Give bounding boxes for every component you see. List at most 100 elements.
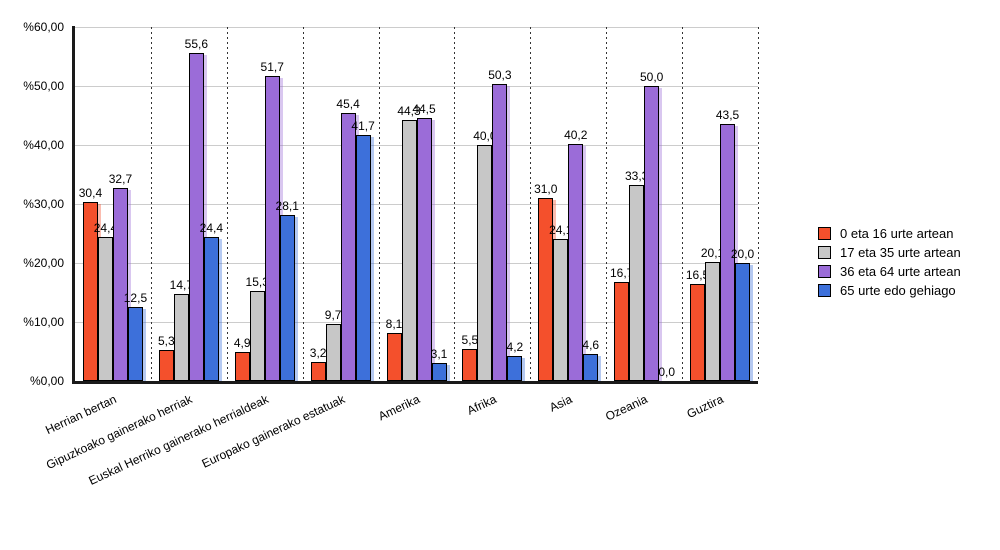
bar-value-label: 51,7 [260,60,284,74]
bar-value-label: 4,2 [506,340,524,354]
gridline [72,27,758,28]
x-category-label: Guztira [684,392,726,422]
legend-item: 0 eta 16 urte artean [818,226,961,241]
bar [492,84,508,381]
bar [568,144,584,381]
legend-item: 36 eta 64 urte artean [818,264,961,279]
bar [720,124,736,381]
bar-value-label: 40,0 [473,129,497,143]
bar-value-label: 55,6 [184,37,209,51]
category-separator [379,27,380,381]
x-category-label: Europako gainerako estatuak [199,392,347,471]
bar-value-label: 14,7 [169,278,194,292]
x-category-label: Asia [547,392,575,415]
bar-value-label: 33,3 [624,169,649,183]
y-tick-label: %60,00 [23,20,64,34]
bar [249,291,265,381]
bar [507,356,523,381]
bar-value-label: 16,5 [685,268,710,282]
bar-value-label: 20,1 [700,246,725,260]
legend: 0 eta 16 urte artean 17 eta 35 urte artea… [818,226,961,302]
bar-value-label: 3,1 [430,347,448,361]
category-separator [758,27,759,381]
category-separator [303,27,304,381]
bar [97,237,113,381]
bar [553,239,569,381]
legend-label: 17 eta 35 urte artean [840,245,961,260]
legend-swatch-icon [818,265,831,278]
gridline [72,86,758,87]
category-separator [151,27,152,381]
bar-value-label: 50,3 [488,68,512,82]
bar [355,135,371,381]
bar [644,86,660,381]
bar-value-label: 40,2 [564,128,588,142]
bar [173,294,189,381]
bar-value-label: 16,7 [609,266,634,280]
bar [629,185,645,381]
bar-value-label: 5,5 [461,333,479,347]
bar-value-label: 4,9 [233,336,251,350]
bar [462,349,478,381]
bar [264,76,280,381]
legend-swatch-icon [818,227,831,240]
bar-value-label: 44,3 [397,104,421,118]
category-separator [606,27,607,381]
bar-value-label: 24,1 [549,223,573,237]
bar-value-label: 9,7 [324,308,342,322]
bar [203,237,219,381]
bar [538,198,554,381]
bar [127,307,143,381]
legend-swatch-icon [818,246,831,259]
bar-value-label: 20,0 [730,247,755,261]
bar-value-label: 0,0 [658,365,675,379]
bar [386,333,402,381]
y-tick-label: %10,00 [23,315,64,329]
bar [310,362,326,381]
bar-value-label: 28,1 [275,199,299,213]
category-separator [530,27,531,381]
bar [112,188,128,381]
bar [431,363,447,381]
bar [583,354,599,381]
bar-value-label: 5,3 [157,334,175,348]
bar [705,262,721,381]
y-tick-label: %50,00 [23,79,64,93]
x-category-label: Afrika [464,392,499,418]
bar [614,282,630,381]
bar [279,215,295,381]
bar [690,284,706,381]
x-axis-line [72,381,758,384]
category-separator [454,27,455,381]
legend-label: 65 urte edo gehiago [840,283,956,298]
y-tick-label: %30,00 [23,197,64,211]
bar-value-label: 50,0 [639,70,664,84]
x-category-label: Amerika [376,392,423,424]
bar [416,118,432,381]
bar [325,324,341,381]
category-separator [682,27,683,381]
y-tick-label: %40,00 [23,138,64,152]
legend-swatch-icon [818,284,831,297]
bar-value-label: 30,4 [78,186,103,200]
bar-value-label: 12,5 [123,291,148,305]
bar-value-label: 8,1 [385,317,403,331]
bar-value-label: 15,3 [245,275,269,289]
bar-value-label: 4,6 [582,338,600,352]
y-tick-label: %0,00 [29,374,64,388]
bar [82,202,98,381]
bar [735,263,751,381]
x-category-label: Ozeania [603,392,651,424]
bar [340,113,356,381]
y-axis-line [72,26,75,384]
bar-value-label: 3,2 [309,346,327,360]
bar [234,352,250,381]
category-separator [227,27,228,381]
y-tick-label: %20,00 [23,256,64,270]
bar [158,350,174,381]
legend-item: 17 eta 35 urte artean [818,245,961,260]
bar [401,120,417,381]
bar-value-label: 24,4 [199,221,224,235]
bar [477,145,493,381]
